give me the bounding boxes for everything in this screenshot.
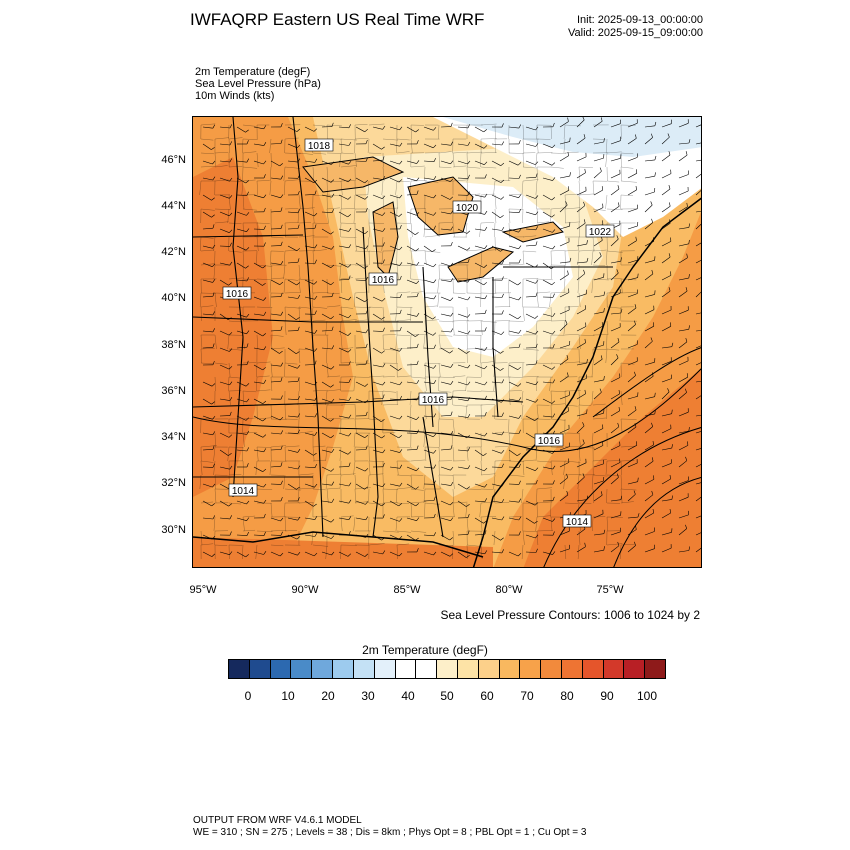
colorbar-swatch xyxy=(270,660,292,678)
lake-erie xyxy=(447,246,515,283)
colorbar-swatch xyxy=(541,660,562,678)
field-label-temperature: 2m Temperature (degF) xyxy=(195,66,311,78)
svg-text:1016: 1016 xyxy=(422,395,445,406)
footer-model: OUTPUT FROM WRF V4.6.1 MODEL xyxy=(193,815,362,826)
colorbar xyxy=(228,659,666,679)
colorbar-swatch xyxy=(416,660,438,678)
colorbar-swatch xyxy=(333,660,354,678)
colorbar-swatch xyxy=(291,660,313,678)
latitude-label: 38°N xyxy=(161,339,186,351)
colorbar-swatch xyxy=(582,660,604,678)
colorbar-swatch xyxy=(603,660,625,678)
latitude-label: 32°N xyxy=(161,477,186,489)
pressure-label: 1016 xyxy=(418,392,448,406)
latitude-label: 36°N xyxy=(161,385,186,397)
pressure-label: 1014 xyxy=(562,514,592,528)
colorbar-swatch xyxy=(395,660,417,678)
svg-text:1016: 1016 xyxy=(538,436,561,447)
latitude-label: 44°N xyxy=(161,200,186,212)
latitude-label: 42°N xyxy=(161,246,186,258)
pressure-label: 1020 xyxy=(452,200,482,214)
colorbar-label: 10 xyxy=(281,689,295,703)
contour-note: Sea Level Pressure Contours: 1006 to 102… xyxy=(440,608,701,622)
gulf-coastline xyxy=(193,531,484,558)
init-time: Init: 2025-09-13_00:00:00 xyxy=(577,14,703,26)
latitude-label: 46°N xyxy=(161,154,186,166)
wind-barbs xyxy=(202,117,701,558)
colorbar-label: 50 xyxy=(440,689,454,703)
colorbar-label: 70 xyxy=(520,689,534,703)
longitude-label: 95°W xyxy=(189,584,217,596)
svg-text:1016: 1016 xyxy=(372,275,395,286)
colorbar-swatch xyxy=(478,660,500,678)
colorbar-swatch xyxy=(374,660,396,678)
colorbar-swatch xyxy=(562,660,583,678)
colorbar-title: 2m Temperature (degF) xyxy=(362,643,488,657)
map-title: IWFAQRP Eastern US Real Time WRF xyxy=(190,10,485,29)
colorbar-label: 90 xyxy=(600,689,614,703)
colorbar-label: 100 xyxy=(636,689,658,703)
field-label-pressure: Sea Level Pressure (hPa) xyxy=(195,78,321,90)
colorbar-label: 20 xyxy=(321,689,335,703)
pressure-label: 1016 xyxy=(222,286,252,300)
svg-text:1022: 1022 xyxy=(589,227,612,238)
longitude-label: 90°W xyxy=(291,584,319,596)
map-panel: 1018 1020 1022 1016 1016 1016 1016 1014 … xyxy=(192,116,702,568)
colorbar-swatch xyxy=(520,660,542,678)
pressure-label: 1022 xyxy=(585,224,615,238)
longitude-label: 80°W xyxy=(495,584,523,596)
lake-huron xyxy=(407,176,474,236)
temperature-field-gulf xyxy=(193,537,493,567)
colorbar-label: 40 xyxy=(401,689,415,703)
pressure-label: 1016 xyxy=(534,433,564,447)
temperature-field-west-hotter xyxy=(193,157,273,497)
valid-time: Valid: 2025-09-15_09:00:00 xyxy=(568,27,703,39)
latitude-label: 30°N xyxy=(161,524,186,536)
county-boundaries xyxy=(199,123,637,560)
svg-text:1020: 1020 xyxy=(456,203,479,214)
svg-text:1016: 1016 xyxy=(226,289,249,300)
svg-text:1018: 1018 xyxy=(308,141,331,152)
colorbar-swatch xyxy=(624,660,646,678)
colorbar-swatch xyxy=(229,660,250,678)
colorbar-swatch xyxy=(353,660,375,678)
longitude-label: 75°W xyxy=(596,584,624,596)
colorbar-swatch xyxy=(437,660,458,678)
colorbar-swatch xyxy=(645,660,666,678)
svg-text:1014: 1014 xyxy=(566,517,589,528)
colorbar-swatch xyxy=(312,660,334,678)
pressure-labels: 1018 1020 1022 1016 1016 1016 1016 1014 … xyxy=(222,138,615,528)
colorbar-label: 80 xyxy=(560,689,574,703)
colorbar-swatch xyxy=(499,660,521,678)
latitude-label: 34°N xyxy=(161,431,186,443)
colorbar-label: 0 xyxy=(244,689,252,703)
pressure-label: 1018 xyxy=(304,138,334,152)
temperature-field-northeast-cool xyxy=(443,117,701,157)
colorbar-swatch xyxy=(457,660,479,678)
map-canvas: 1018 1020 1022 1016 1016 1016 1016 1014 … xyxy=(193,117,701,567)
colorbar-swatch xyxy=(249,660,271,678)
colorbar-label: 60 xyxy=(480,689,494,703)
pressure-label: 1014 xyxy=(228,483,258,497)
longitude-label: 85°W xyxy=(393,584,421,596)
pressure-contours xyxy=(193,347,701,567)
field-label-winds: 10m Winds (kts) xyxy=(195,90,275,102)
latitude-label: 40°N xyxy=(161,292,186,304)
colorbar-label: 30 xyxy=(361,689,375,703)
lake-michigan xyxy=(372,201,399,278)
svg-text:1014: 1014 xyxy=(232,486,255,497)
pressure-label: 1016 xyxy=(368,272,398,286)
footer-config: WE = 310 ; SN = 275 ; Levels = 38 ; Dis … xyxy=(193,827,587,838)
